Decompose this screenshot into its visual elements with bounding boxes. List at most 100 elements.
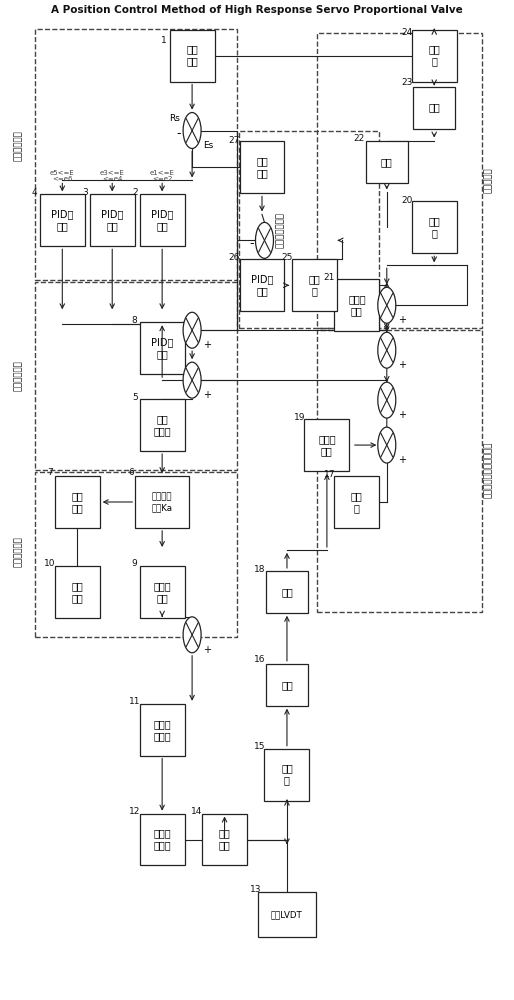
FancyBboxPatch shape xyxy=(140,322,185,374)
Text: PID控
制器: PID控 制器 xyxy=(151,209,173,231)
Text: 2: 2 xyxy=(132,188,138,197)
Text: 17: 17 xyxy=(324,470,335,479)
Text: 滤波
器: 滤波 器 xyxy=(428,216,440,238)
Text: Es: Es xyxy=(203,140,213,149)
Text: 微分: 微分 xyxy=(381,157,393,167)
FancyBboxPatch shape xyxy=(335,476,379,528)
Text: 阀位移控制（前馈）部分: 阀位移控制（前馈）部分 xyxy=(484,442,493,498)
FancyBboxPatch shape xyxy=(170,30,214,82)
FancyBboxPatch shape xyxy=(266,571,308,613)
FancyBboxPatch shape xyxy=(265,749,309,801)
Text: 死区补偿
系数Ka: 死区补偿 系数Ka xyxy=(152,492,173,512)
Text: 14: 14 xyxy=(191,807,203,816)
Text: 滤波
器: 滤波 器 xyxy=(428,45,440,67)
Circle shape xyxy=(183,362,201,398)
Text: 19: 19 xyxy=(293,413,305,422)
Text: 自位移部分: 自位移部分 xyxy=(484,168,493,193)
Text: PID控
制器: PID控 制器 xyxy=(151,337,173,359)
Text: 滤波
器: 滤波 器 xyxy=(351,491,363,513)
Text: 电流发生部分: 电流发生部分 xyxy=(14,537,23,567)
Text: 前位移控制部分: 前位移控制部分 xyxy=(276,212,285,248)
FancyBboxPatch shape xyxy=(335,279,379,331)
Text: 12: 12 xyxy=(129,807,140,816)
FancyBboxPatch shape xyxy=(135,476,189,528)
FancyBboxPatch shape xyxy=(140,814,185,865)
Circle shape xyxy=(255,222,273,258)
Text: 5: 5 xyxy=(132,393,138,402)
Text: 8: 8 xyxy=(132,316,138,325)
Text: 位移
传感: 位移 传感 xyxy=(218,829,230,851)
FancyBboxPatch shape xyxy=(140,566,185,618)
Text: -: - xyxy=(249,237,253,250)
FancyBboxPatch shape xyxy=(413,87,455,129)
Circle shape xyxy=(378,332,396,368)
Text: 6: 6 xyxy=(129,468,135,477)
FancyBboxPatch shape xyxy=(90,194,135,246)
Text: 21: 21 xyxy=(324,273,335,282)
FancyBboxPatch shape xyxy=(55,476,100,528)
Text: Rs: Rs xyxy=(169,114,179,123)
Circle shape xyxy=(183,312,201,348)
Text: e5<=E
<=e6: e5<=E <=e6 xyxy=(50,170,75,182)
Text: 位置
给定: 位置 给定 xyxy=(186,45,198,67)
Circle shape xyxy=(183,113,201,148)
Text: 滤波
器: 滤波 器 xyxy=(308,274,320,296)
Text: +: + xyxy=(203,390,211,400)
Text: +: + xyxy=(203,340,211,350)
Text: e1<=E
<=e2: e1<=E <=e2 xyxy=(150,170,175,182)
Text: 4: 4 xyxy=(32,188,38,197)
FancyBboxPatch shape xyxy=(292,259,337,311)
Text: 16: 16 xyxy=(254,655,265,664)
FancyBboxPatch shape xyxy=(240,141,284,193)
FancyBboxPatch shape xyxy=(55,566,100,618)
Text: 微分: 微分 xyxy=(428,103,440,113)
Text: 27: 27 xyxy=(229,136,240,145)
FancyBboxPatch shape xyxy=(140,194,185,246)
Circle shape xyxy=(378,382,396,418)
FancyBboxPatch shape xyxy=(140,399,185,451)
Text: 位移传
感器: 位移传 感器 xyxy=(153,581,171,603)
Text: 滤波
器: 滤波 器 xyxy=(281,764,293,786)
Text: 22: 22 xyxy=(354,134,365,143)
Text: 24: 24 xyxy=(401,28,412,37)
Text: 26: 26 xyxy=(229,253,240,262)
Text: 11: 11 xyxy=(129,697,140,706)
Text: 位置给定部分: 位置给定部分 xyxy=(14,130,23,161)
Text: 3: 3 xyxy=(82,188,88,197)
Text: 微分: 微分 xyxy=(281,680,293,690)
Text: 25: 25 xyxy=(281,253,292,262)
Text: 1: 1 xyxy=(161,36,167,45)
Text: 曲线
拟合器: 曲线 拟合器 xyxy=(153,414,171,436)
FancyBboxPatch shape xyxy=(202,814,247,865)
Text: PID控
制器: PID控 制器 xyxy=(101,209,123,231)
Text: +: + xyxy=(398,410,406,420)
Text: PID控
制器: PID控 制器 xyxy=(51,209,74,231)
FancyBboxPatch shape xyxy=(365,141,408,183)
Text: 7: 7 xyxy=(47,468,53,477)
Circle shape xyxy=(183,617,201,653)
Text: 18: 18 xyxy=(254,565,265,574)
FancyBboxPatch shape xyxy=(412,201,456,253)
Text: 15: 15 xyxy=(254,742,265,751)
Text: 放大
电路: 放大 电路 xyxy=(71,581,83,603)
Circle shape xyxy=(378,427,396,463)
FancyBboxPatch shape xyxy=(40,194,85,246)
Text: 微分: 微分 xyxy=(281,587,293,597)
FancyBboxPatch shape xyxy=(304,419,350,471)
Text: 电流控制部分: 电流控制部分 xyxy=(14,360,23,391)
Text: +: + xyxy=(203,645,211,655)
Text: +: + xyxy=(398,315,406,325)
Text: 花键滑
阀组件: 花键滑 阀组件 xyxy=(153,719,171,741)
Text: 花键驱
动部件: 花键驱 动部件 xyxy=(153,829,171,851)
Text: +: + xyxy=(398,360,406,370)
Text: PID控
制器: PID控 制器 xyxy=(251,274,273,296)
Text: 前馈控
制器: 前馈控 制器 xyxy=(318,434,336,456)
Text: e3<=E
<=e4: e3<=E <=e4 xyxy=(100,170,125,182)
Circle shape xyxy=(378,287,396,323)
FancyBboxPatch shape xyxy=(266,664,308,706)
Text: 10: 10 xyxy=(44,559,56,568)
Text: -: - xyxy=(177,127,181,140)
Text: 功率放
大器: 功率放 大器 xyxy=(348,294,365,316)
Text: 驱动
器与: 驱动 器与 xyxy=(71,491,83,513)
Text: 9: 9 xyxy=(132,559,138,568)
